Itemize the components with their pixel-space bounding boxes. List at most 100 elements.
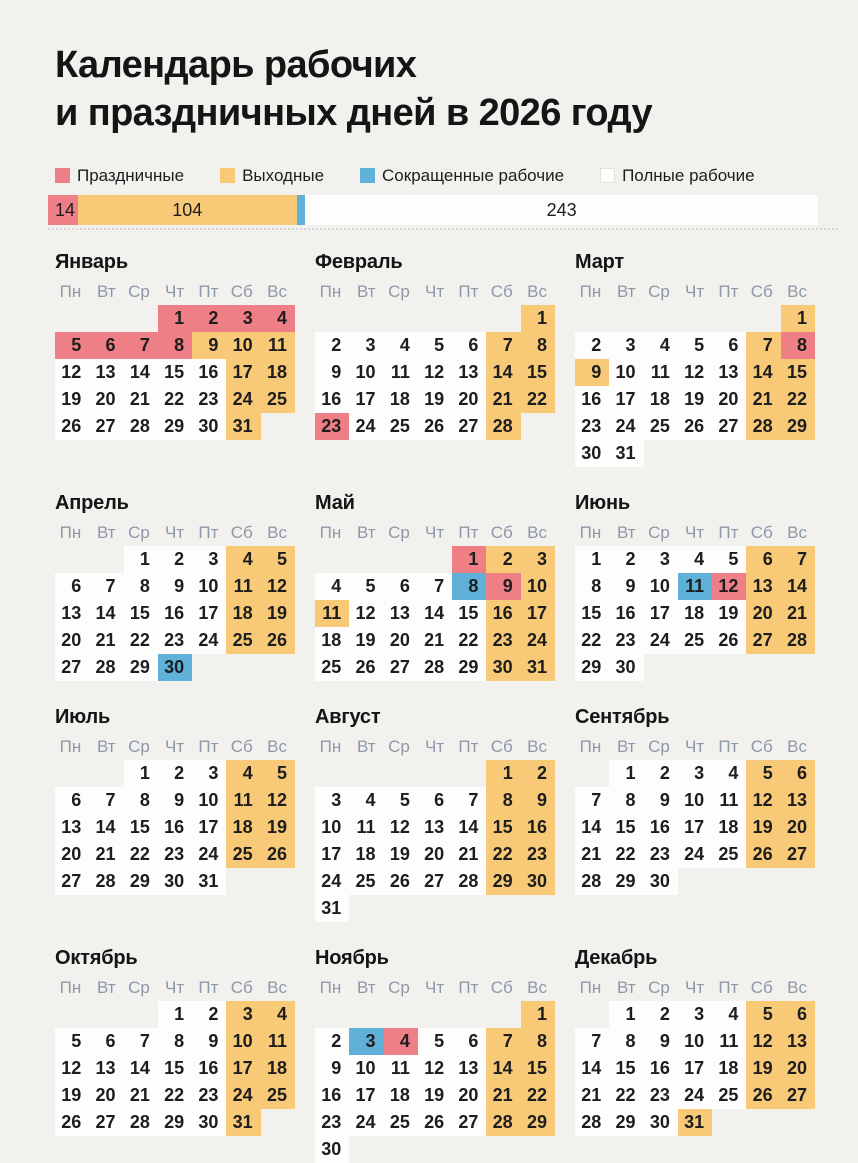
weekday-header: Чт bbox=[165, 977, 185, 997]
day-cell: 19 bbox=[260, 813, 295, 841]
empty-cell bbox=[124, 1001, 158, 1028]
weekday-header: Ср bbox=[128, 736, 150, 756]
day-cell: 17 bbox=[520, 599, 555, 627]
empty-cell bbox=[349, 546, 383, 573]
empty-cell bbox=[384, 546, 418, 573]
empty-cell bbox=[315, 305, 349, 332]
empty-cell bbox=[124, 305, 158, 332]
day-cell: 12 bbox=[260, 786, 295, 814]
day-cell: 30 bbox=[157, 653, 193, 681]
weekday-header: Сб bbox=[230, 281, 253, 301]
weekday-header: Вс bbox=[267, 522, 287, 542]
weekday-header: Вс bbox=[527, 522, 547, 542]
weekday-header: Сб bbox=[490, 281, 513, 301]
empty-cell bbox=[486, 1136, 520, 1163]
month-grid: Пн Вт Ср Чт Пт Сб Вс 1 2 3 4 5 6 7 8 9 10 11 12 13 14 15 16 17 1… bbox=[55, 519, 295, 681]
weekday-header: Вс bbox=[267, 736, 287, 756]
day-cell: 22 bbox=[123, 626, 158, 654]
month-grid: Пн Вт Ср Чт Пт Сб Вс 1 2 3 4 5 6 7 8 9 10 11 12 13 14 15 16 17 1… bbox=[575, 278, 815, 467]
day-cell: 4 bbox=[260, 1000, 295, 1028]
day-cell: 1 bbox=[157, 304, 193, 332]
holiday-swatch-icon bbox=[55, 168, 70, 184]
day-cell: 25 bbox=[383, 412, 418, 440]
day-cell: 6 bbox=[383, 572, 418, 600]
day-cell: 23 bbox=[157, 626, 193, 654]
day-cell: 11 bbox=[226, 786, 261, 814]
day-cell: 4 bbox=[677, 545, 713, 573]
day-cell: 21 bbox=[486, 1081, 521, 1109]
day-cell: 28 bbox=[575, 1108, 610, 1136]
empty-cell bbox=[452, 1136, 486, 1163]
day-cell: 30 bbox=[609, 653, 644, 681]
day-cell: 10 bbox=[192, 786, 227, 814]
day-cell: 24 bbox=[349, 1108, 384, 1136]
day-cell: 9 bbox=[575, 358, 610, 386]
day-cell: 16 bbox=[315, 1081, 350, 1109]
weekday-header: Пн bbox=[319, 281, 342, 301]
empty-cell bbox=[384, 1136, 418, 1163]
month-title: Октябрь bbox=[55, 946, 138, 969]
empty-cell bbox=[418, 760, 452, 787]
day-cell: 11 bbox=[383, 1054, 418, 1082]
month-title: Апрель bbox=[55, 491, 129, 514]
day-cell: 25 bbox=[712, 1081, 747, 1109]
day-cell: 11 bbox=[349, 813, 384, 841]
day-cell: 1 bbox=[157, 1000, 193, 1028]
day-cell: 20 bbox=[89, 1081, 124, 1109]
day-cell: 2 bbox=[157, 759, 193, 787]
empty-cell bbox=[644, 654, 678, 681]
day-cell: 24 bbox=[315, 867, 350, 895]
day-cell: 10 bbox=[349, 1054, 384, 1082]
day-cell: 1 bbox=[609, 759, 644, 787]
weekday-header: Чт bbox=[425, 522, 445, 542]
weekday-header: Пт bbox=[198, 281, 219, 301]
day-cell: 7 bbox=[417, 572, 453, 600]
day-cell: 24 bbox=[643, 626, 678, 654]
day-cell: 8 bbox=[123, 786, 158, 814]
day-cell: 1 bbox=[520, 1000, 555, 1028]
day-cell: 18 bbox=[643, 385, 678, 413]
weekday-header: Сб bbox=[490, 977, 513, 997]
day-cell: 30 bbox=[575, 439, 610, 467]
weekday-header: Чт bbox=[425, 281, 445, 301]
day-cell: 5 bbox=[677, 331, 713, 359]
day-cell: 10 bbox=[643, 572, 678, 600]
weekday-header: Чт bbox=[685, 522, 705, 542]
day-cell: 29 bbox=[452, 653, 487, 681]
weekday-header: Чт bbox=[165, 281, 185, 301]
month-grid: Пн Вт Ср Чт Пт Сб Вс 1 2 3 4 5 6 7 8 9 10 11 12 13 14 15 16 17 1… bbox=[575, 519, 815, 681]
day-cell: 15 bbox=[520, 1054, 555, 1082]
empty-cell bbox=[452, 895, 486, 922]
day-cell: 3 bbox=[609, 331, 644, 359]
day-cell: 1 bbox=[123, 759, 158, 787]
day-cell: 23 bbox=[157, 840, 193, 868]
day-cell: 8 bbox=[486, 786, 521, 814]
day-cell: 6 bbox=[55, 786, 90, 814]
weekday-header: Пт bbox=[198, 736, 219, 756]
empty-cell bbox=[575, 1001, 609, 1028]
day-cell: 10 bbox=[226, 331, 261, 359]
month-title: Ноябрь bbox=[315, 946, 389, 969]
day-cell: 18 bbox=[315, 626, 350, 654]
month-june: Июнь Пн Вт Ср Чт Пт Сб Вс 1 2 3 4 5 6 7 8 9 10 11 12 13 14 15 1… bbox=[575, 492, 815, 681]
day-cell: 21 bbox=[575, 840, 610, 868]
day-cell: 27 bbox=[780, 840, 815, 868]
weekday-header: Пт bbox=[198, 522, 219, 542]
weekday-header: Вт bbox=[97, 977, 116, 997]
weekend-swatch-icon bbox=[220, 168, 236, 184]
month-grid: Пн Вт Ср Чт Пт Сб Вс 1 2 3 4 5 6 7 8 9 10 11 12 13 14 15 16 17 1… bbox=[55, 278, 295, 440]
day-cell: 10 bbox=[192, 572, 227, 600]
empty-cell bbox=[746, 440, 780, 467]
legend: Праздничные Выходные Сокращенные рабочие По… bbox=[55, 166, 818, 186]
day-cell: 17 bbox=[349, 385, 384, 413]
empty-cell bbox=[226, 868, 260, 895]
weekday-header: Пн bbox=[319, 977, 342, 997]
day-cell: 2 bbox=[315, 1027, 350, 1055]
empty-cell bbox=[452, 305, 486, 332]
day-cell: 2 bbox=[575, 331, 610, 359]
day-cell: 18 bbox=[260, 358, 295, 386]
day-cell: 3 bbox=[226, 304, 261, 332]
day-cell: 9 bbox=[315, 358, 350, 386]
day-cell: 16 bbox=[520, 813, 555, 841]
day-cell: 22 bbox=[486, 840, 521, 868]
